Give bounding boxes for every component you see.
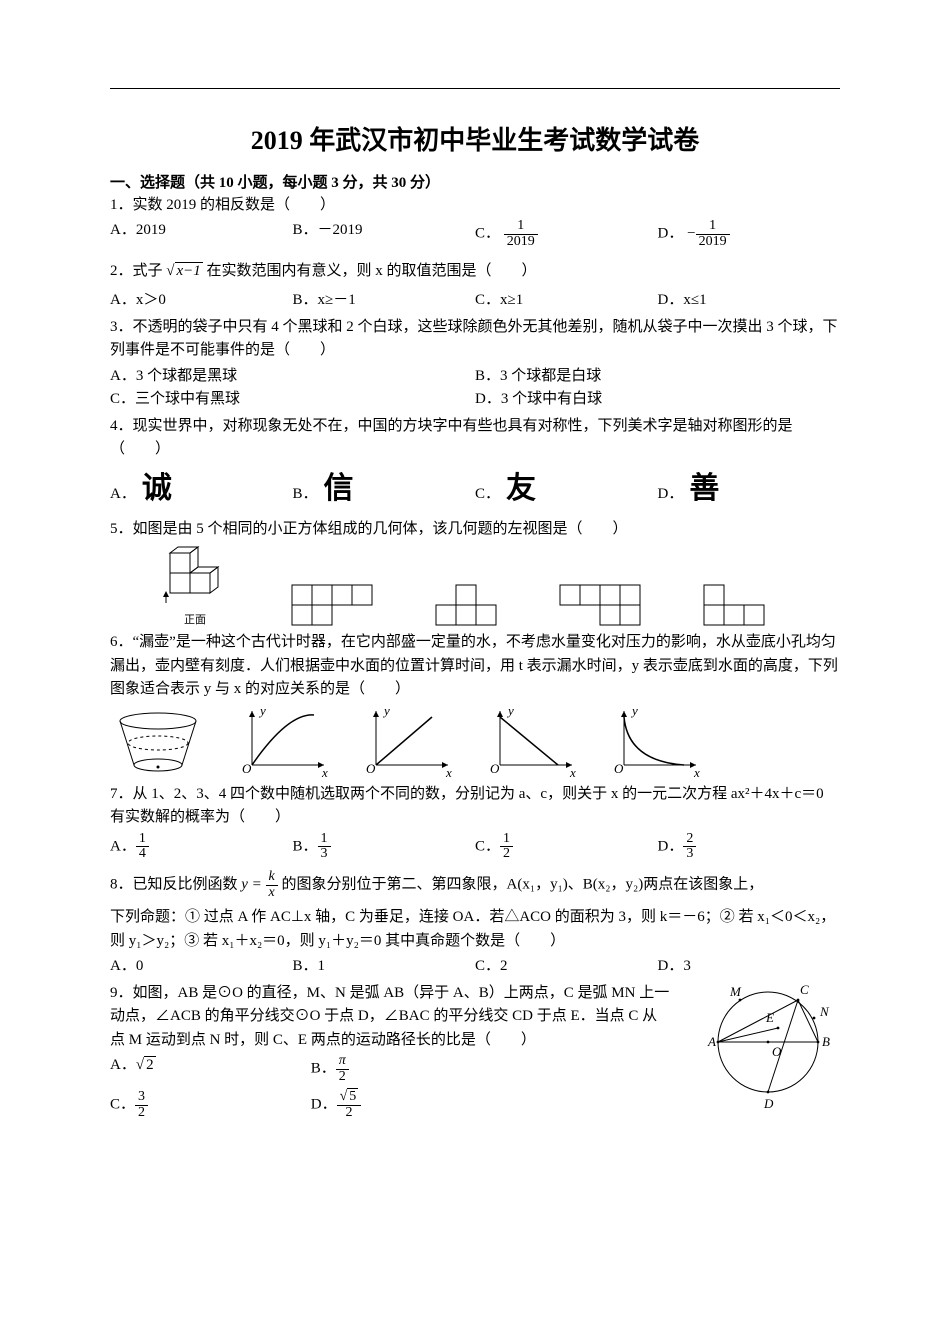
svg-text:D: D <box>763 1096 774 1111</box>
q7-stem: 7．从 1、2、3、4 四个数中随机选取两个不同的数，分别记为 a、c，则关于 … <box>110 783 840 830</box>
svg-text:y: y <box>630 705 638 718</box>
svg-text:O: O <box>772 1044 782 1059</box>
q5-solid: 正面 <box>160 545 230 627</box>
q2-A: A．x＞0 <box>110 289 293 312</box>
q8-options: A．0 B．1 C．2 D．3 <box>110 955 840 978</box>
q4-B: B．信 <box>293 466 476 513</box>
q3-options: A．3 个球都是黑球 B．3 个球都是白球 C．三个球中有黑球 D．3 个球中有… <box>110 365 840 412</box>
q6-figures: O y x O y x O y x O y x <box>110 705 840 777</box>
svg-text:O: O <box>614 761 624 776</box>
q4-C: C．友 <box>475 466 658 513</box>
q6-vessel <box>110 709 206 777</box>
q2-options: A．x＞0 B．x≥－1 C．x≥1 D．x≤1 <box>110 289 840 312</box>
q5-figures: 正面 <box>160 545 840 627</box>
q3-A: A．3 个球都是黑球 <box>110 365 475 388</box>
q9-D: D．52 <box>311 1090 512 1120</box>
q4-options: A．诚 B．信 C．友 D．善 <box>110 466 840 513</box>
q6-graph-C: O y x <box>486 705 578 777</box>
svg-text:E: E <box>765 1010 774 1025</box>
section-heading: 一、选择题（共 10 小题，每小题 3 分，共 30 分） <box>110 171 840 192</box>
q9-options-row1: A．2 B．π2 <box>110 1054 512 1084</box>
q5-opt-A <box>290 583 374 627</box>
q9-A: A．2 <box>110 1054 311 1084</box>
q2-C: C．x≥1 <box>475 289 658 312</box>
q9-options-row2: C．32 D．52 <box>110 1090 512 1120</box>
q8-stem: 8．已知反比例函数 y = kx 的图象分别位于第二、第四象限，A(x₁，y₁)… <box>110 870 840 900</box>
q7-C: C．12 <box>475 832 658 862</box>
q9-B: B．π2 <box>311 1054 512 1084</box>
q7-options: A．14 B．13 C．12 D．23 <box>110 832 840 862</box>
q9-figure: A B C D O M N E <box>680 978 840 1126</box>
q8-C: C．2 <box>475 955 658 978</box>
q7-D: D．23 <box>658 832 841 862</box>
svg-text:x: x <box>445 765 452 777</box>
page-title: 2019 年武汉市初中毕业生考试数学试卷 <box>110 120 840 157</box>
q2-D: D．x≤1 <box>658 289 841 312</box>
q6-graph-A: O y x <box>238 705 330 777</box>
q3-D: D．3 个球中有白球 <box>475 388 840 411</box>
svg-text:O: O <box>490 761 500 776</box>
q5-opt-B <box>434 583 498 627</box>
q1-options: A．2019 B．－2019 C． 12019 D． −12019 <box>110 219 840 249</box>
q2-B: B．x≥－1 <box>293 289 476 312</box>
q6-stem: 6．“漏壶”是一种这个古代计时器，在它内部盛一定量的水，不考虑水量变化对压力的影… <box>110 631 840 701</box>
q8-stem2: 下列命题：① 过点 A 作 AC⊥x 轴，C 为垂足，连接 OA．若△ACO 的… <box>110 906 840 953</box>
svg-text:C: C <box>800 982 809 997</box>
svg-text:M: M <box>729 984 742 999</box>
svg-text:O: O <box>366 761 376 776</box>
q6-graph-D: O y x <box>610 705 702 777</box>
q9-C: C．32 <box>110 1090 311 1120</box>
svg-text:y: y <box>382 705 390 718</box>
svg-text:A: A <box>707 1034 716 1049</box>
q5-opt-D <box>702 583 766 627</box>
svg-text:y: y <box>258 705 266 718</box>
q1-C: C． 12019 <box>475 219 658 249</box>
q3-B: B．3 个球都是白球 <box>475 365 840 388</box>
q7-B: B．13 <box>293 832 476 862</box>
svg-text:N: N <box>819 1004 830 1019</box>
q3-stem: 3．不透明的袋子中只有 4 个黑球和 2 个白球，这些球除颜色外无其他差别，随机… <box>110 316 840 363</box>
q8-A: A．0 <box>110 955 293 978</box>
q1-B: B．－2019 <box>293 219 476 249</box>
q3-C: C．三个球中有黑球 <box>110 388 475 411</box>
q5-front-label: 正面 <box>160 611 230 627</box>
q5-stem: 5．如图是由 5 个相同的小正方体组成的几何体，该几何题的左视图是（ ） <box>110 518 840 541</box>
svg-text:x: x <box>569 765 576 777</box>
q1-A: A．2019 <box>110 219 293 249</box>
svg-text:y: y <box>506 705 514 718</box>
q9-stem: A B C D O M N E 9．如图，AB 是⊙O 的直径，M、N 是弧 A… <box>110 982 840 1052</box>
q1-D-label: D． <box>658 226 684 242</box>
header-rule <box>110 88 840 89</box>
q8-B: B．1 <box>293 955 476 978</box>
q4-stem: 4．现实世界中，对称现象无处不在，中国的方块字中有些也具有对称性，下列美术字是轴… <box>110 415 840 462</box>
q8-D: D．3 <box>658 955 841 978</box>
q6-graph-B: O y x <box>362 705 454 777</box>
q1-stem: 1．实数 2019 的相反数是（ ） <box>110 194 840 217</box>
q7-A: A．14 <box>110 832 293 862</box>
q5-opt-C <box>558 583 642 627</box>
q1-C-label: C． <box>475 226 500 242</box>
q4-A: A．诚 <box>110 466 293 513</box>
svg-text:B: B <box>822 1034 830 1049</box>
svg-text:x: x <box>693 765 700 777</box>
q4-D: D．善 <box>658 466 841 513</box>
q2-stem: 2．式子 x−1 在实数范围内有意义，则 x 的取值范围是（ ） <box>110 260 840 283</box>
svg-text:x: x <box>321 765 328 777</box>
svg-text:O: O <box>242 761 252 776</box>
q1-D: D． −12019 <box>658 219 841 249</box>
